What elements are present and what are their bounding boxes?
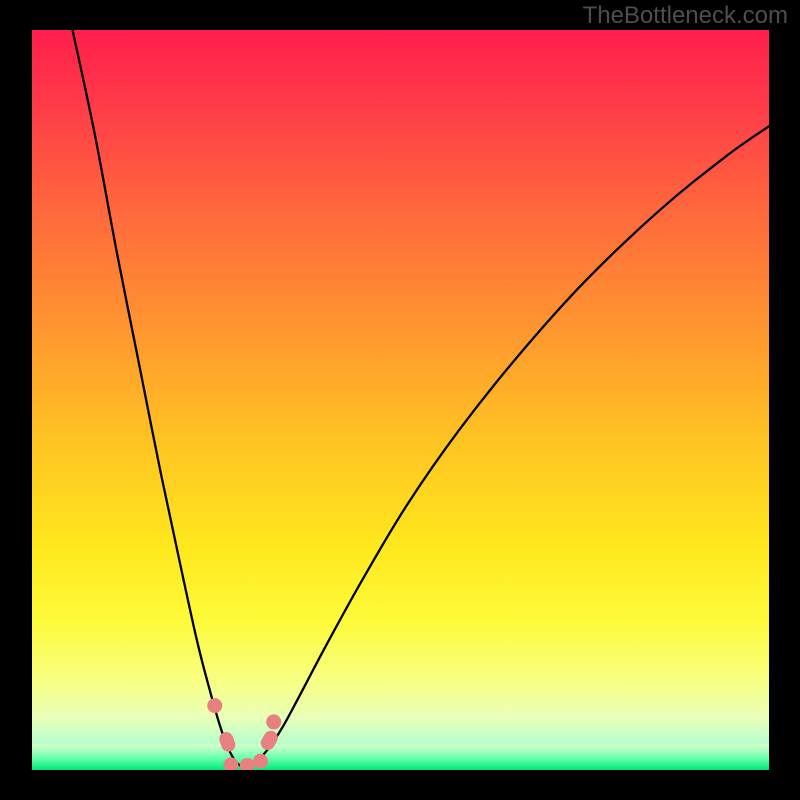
- marker-dot: [253, 754, 268, 769]
- marker-dot: [240, 758, 255, 770]
- marker-dot: [223, 757, 238, 770]
- marker-capsule: [258, 728, 280, 752]
- curve-left-branch: [73, 30, 243, 767]
- attribution-text: TheBottleneck.com: [583, 2, 788, 30]
- marker-capsule: [217, 730, 237, 754]
- plot-area: [32, 30, 769, 770]
- chart-stage: TheBottleneck.com: [0, 0, 800, 800]
- curve-right-branch: [242, 126, 769, 767]
- marker-dot: [266, 714, 281, 729]
- curves-svg: [32, 30, 769, 770]
- marker-dot: [207, 698, 222, 713]
